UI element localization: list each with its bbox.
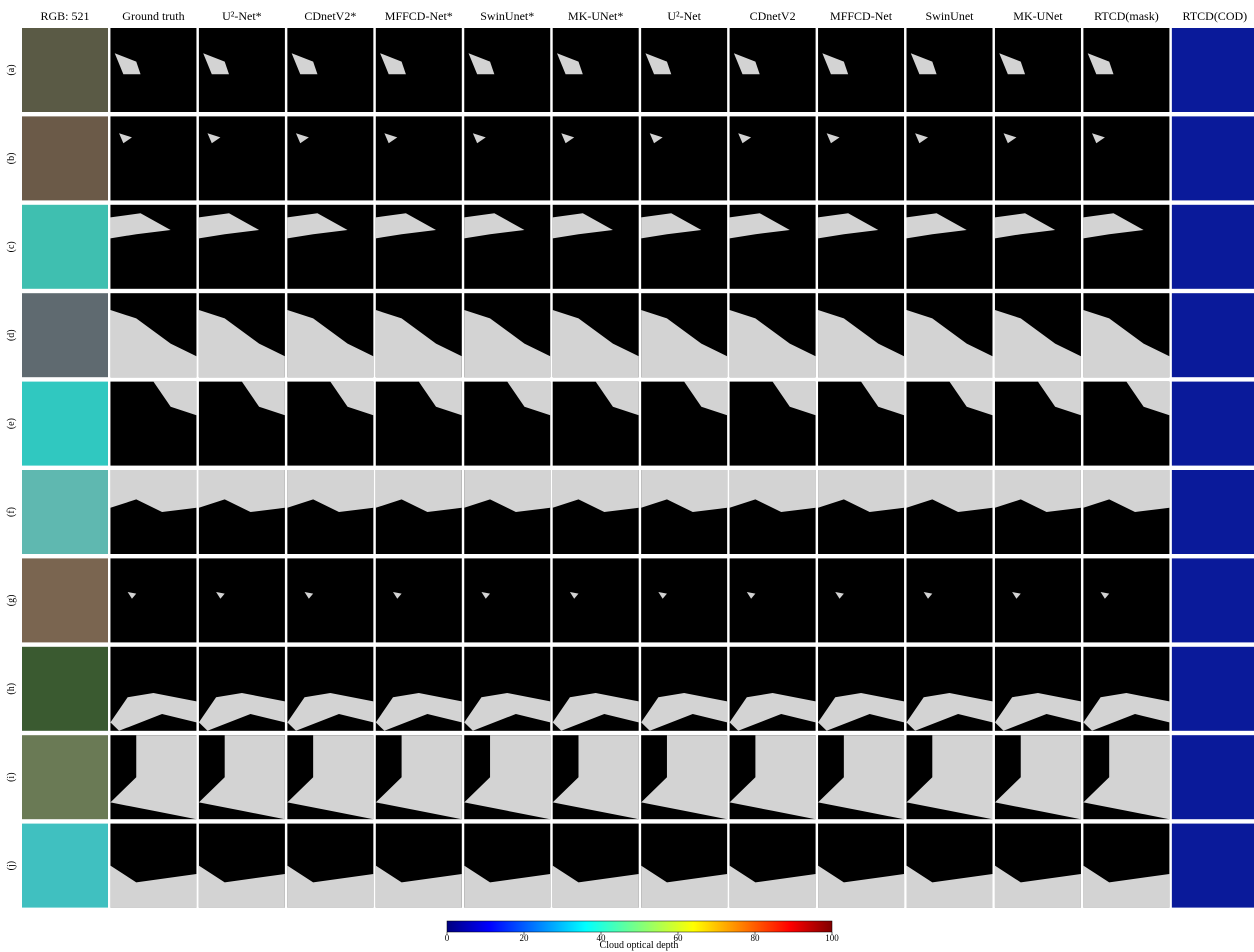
column-header: SwinUnet: [926, 9, 975, 23]
column-header: U²-Net: [667, 9, 701, 23]
mask-image: [1083, 558, 1169, 642]
cod-image: [1172, 558, 1254, 642]
cod-image: [1172, 824, 1254, 908]
rgb-image: [22, 647, 108, 731]
mask-image: [376, 116, 462, 200]
row-label: (a): [6, 64, 17, 75]
figure: Cloud optical depth RGB: 521 Ground truth…: [0, 0, 1254, 952]
rgb-image: [22, 116, 108, 200]
rgb-image: [22, 205, 108, 289]
column-header: SwinUnet*: [480, 9, 534, 23]
mask-image: [553, 558, 639, 642]
row-label: (c): [6, 241, 17, 252]
cod-image: [1172, 647, 1254, 731]
mask-image: [907, 558, 993, 642]
row-label: (h): [6, 683, 17, 695]
row-label: (d): [6, 329, 17, 341]
rgb-image: [22, 558, 108, 642]
mask-image: [110, 558, 196, 642]
mask-image: [553, 116, 639, 200]
colorbar-label: Cloud optical depth: [600, 940, 679, 951]
cod-image: [1172, 382, 1254, 466]
mask-image: [287, 558, 373, 642]
column-header: U²-Net*: [222, 9, 262, 23]
row-label: (e): [6, 418, 17, 429]
row-label: (g): [6, 595, 17, 607]
rgb-image: [22, 28, 108, 112]
rgb-image: [22, 293, 108, 377]
mask-image: [818, 116, 904, 200]
mask-image: [641, 116, 727, 200]
row-label: (j): [6, 861, 17, 870]
rgb-image: [22, 824, 108, 908]
colorbar-tick-label: 40: [597, 933, 607, 943]
mask-image: [287, 116, 373, 200]
column-header: RTCD(COD): [1183, 9, 1248, 23]
mask-image: [995, 558, 1081, 642]
colorbar-tick-label: 100: [825, 933, 839, 943]
column-header: MK-UNet*: [568, 9, 623, 23]
mask-image: [730, 558, 816, 642]
colorbar-tick-label: 80: [751, 933, 761, 943]
cod-image: [1172, 205, 1254, 289]
colorbar-tick-label: 60: [674, 933, 684, 943]
column-header: RGB: 521: [40, 9, 89, 23]
mask-image: [464, 558, 550, 642]
column-header: MFFCD-Net*: [385, 9, 453, 23]
colorbar-tick-label: 20: [520, 933, 530, 943]
column-header: RTCD(mask): [1094, 9, 1159, 23]
rgb-image: [22, 382, 108, 466]
column-header: CDnetV2: [750, 9, 796, 23]
row-label: (i): [6, 772, 17, 781]
column-header: Ground truth: [122, 9, 184, 23]
cod-image: [1172, 116, 1254, 200]
mask-image: [110, 116, 196, 200]
column-header: CDnetV2*: [304, 9, 356, 23]
cod-image: [1172, 28, 1254, 112]
mask-image: [907, 116, 993, 200]
colorbar-tick-label: 0: [445, 933, 450, 943]
rgb-image: [22, 470, 108, 554]
mask-image: [376, 558, 462, 642]
mask-image: [199, 116, 285, 200]
cod-image: [1172, 470, 1254, 554]
cod-image: [1172, 735, 1254, 819]
mask-image: [995, 116, 1081, 200]
column-header: MK-UNet: [1013, 9, 1063, 23]
mask-image: [818, 558, 904, 642]
mask-image: [199, 558, 285, 642]
cod-image: [1172, 293, 1254, 377]
column-header: MFFCD-Net: [830, 9, 893, 23]
mask-image: [730, 116, 816, 200]
row-label: (b): [6, 153, 17, 165]
rgb-image: [22, 735, 108, 819]
mask-image: [1083, 116, 1169, 200]
mask-image: [641, 558, 727, 642]
mask-image: [464, 116, 550, 200]
row-label: (f): [6, 507, 17, 517]
colorbar: [447, 921, 832, 932]
